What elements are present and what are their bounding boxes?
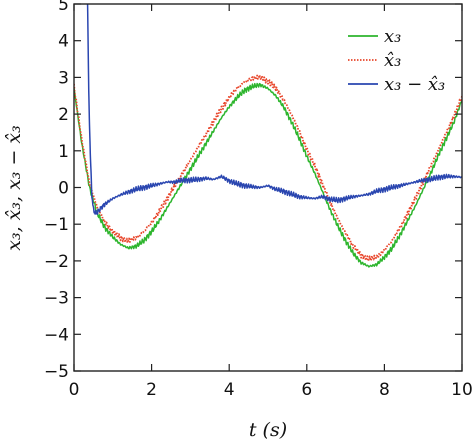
x-tick-label: 4 xyxy=(224,380,235,400)
y-tick-label: 0 xyxy=(58,179,69,199)
x-tick-label: 0 xyxy=(69,380,80,400)
legend-label-1: x₃ xyxy=(384,26,401,47)
legend-label-2: x̂₃ xyxy=(384,50,401,71)
y-tick-label: −4 xyxy=(44,325,69,345)
legend: x₃ x̂₃ x₃ − x̂₃ xyxy=(348,26,445,95)
series-line-2 xyxy=(74,74,462,263)
y-tick-label: 3 xyxy=(58,68,69,88)
series-layer xyxy=(74,4,462,268)
x-tick-label: 10 xyxy=(451,380,473,400)
x-tick-label: 2 xyxy=(146,380,157,400)
y-tick-label: −1 xyxy=(44,215,69,235)
y-tick-label: −3 xyxy=(44,289,69,309)
series-line-1 xyxy=(74,82,462,268)
y-tick-label: 4 xyxy=(58,32,69,52)
series-line-3 xyxy=(86,4,462,215)
legend-label-3: x₃ − x̂₃ xyxy=(384,74,445,95)
y-tick-label: 2 xyxy=(58,105,69,125)
x-tick-label: 8 xyxy=(379,380,390,400)
y-tick-label: 1 xyxy=(58,142,69,162)
y-tick-label: 5 xyxy=(58,0,69,15)
tick-layer xyxy=(73,3,463,372)
y-axis-label: x₃, x̂₃, x₃ − x̂₃ xyxy=(3,125,25,251)
x-axis-label: t (s) xyxy=(249,419,287,441)
plot-background xyxy=(74,4,462,371)
x-tick-label: 6 xyxy=(301,380,312,400)
y-tick-label: −5 xyxy=(44,362,69,382)
y-tick-label: −2 xyxy=(44,252,69,272)
